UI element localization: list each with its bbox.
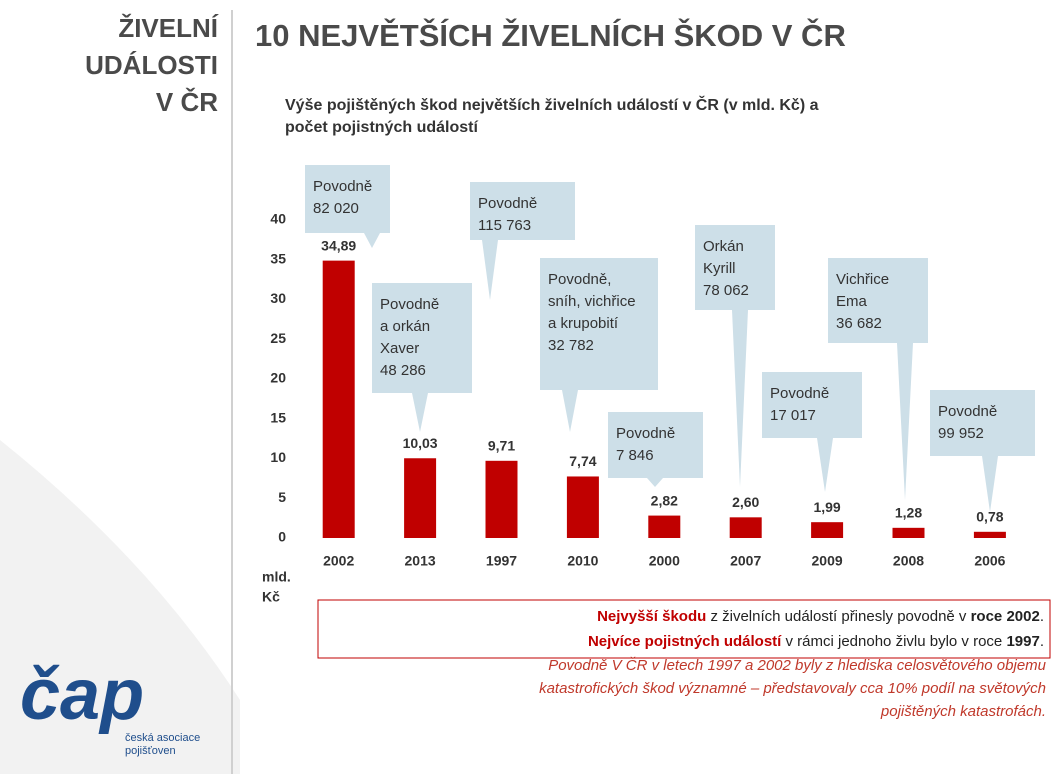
chart-subtitle: Výše pojištěných škod největších živelní… <box>285 95 819 114</box>
x-tick-label: 2008 <box>893 553 924 569</box>
highlight-span: z živelních událostí přinesly povodně v <box>706 608 970 625</box>
bar <box>648 515 681 538</box>
value-label: 2,60 <box>732 494 759 510</box>
x-tick-label: 2010 <box>567 553 598 569</box>
bar <box>566 476 599 538</box>
callout-text: Kyrill <box>703 260 736 277</box>
bar <box>404 458 437 538</box>
y-tick-label: 35 <box>270 250 286 266</box>
callout-text: Vichřice <box>836 271 889 288</box>
highlight-span: . <box>1040 608 1044 625</box>
callout-box <box>372 283 472 432</box>
y-tick-label: 5 <box>278 489 286 505</box>
y-tick-label: 25 <box>270 330 286 346</box>
side-title: V ČR <box>156 87 218 117</box>
logo-mark: čap <box>20 655 144 735</box>
title: 10 NEJVĚTŠÍCH ŽIVELNÍCH ŠKOD V ČR <box>255 17 846 53</box>
callout-box <box>828 258 928 500</box>
callout-text: Orkán <box>703 238 744 255</box>
callout-box <box>305 165 390 248</box>
callout-box <box>695 225 775 487</box>
logo-name: pojišťoven <box>125 745 176 757</box>
callout-text: 36 682 <box>836 315 882 332</box>
callout-text: Xaver <box>380 340 419 357</box>
bar <box>322 260 355 538</box>
highlight-span: v rámci jednoho živlu bylo v roce <box>781 633 1006 650</box>
callout-text: a krupobití <box>548 315 619 332</box>
highlight-text: Nejvyšší škodu z živelních událostí přin… <box>597 608 1044 625</box>
y-axis-label: Kč <box>262 589 280 605</box>
x-tick-label: 2013 <box>405 553 436 569</box>
x-tick-label: 2009 <box>812 553 843 569</box>
value-label: 10,03 <box>403 435 438 451</box>
callout-text: 48 286 <box>380 362 426 379</box>
logo-name: česká asociace <box>125 732 200 744</box>
y-tick-label: 10 <box>270 449 286 465</box>
y-axis-label: mld. <box>262 569 291 585</box>
bar <box>811 522 844 538</box>
callout-text: Povodně <box>938 403 997 420</box>
background-swoosh <box>0 440 240 774</box>
callout-text: 115 763 <box>478 217 531 234</box>
value-label: 7,74 <box>569 453 596 469</box>
highlight-text: Nejvíce pojistných událostí v rámci jedn… <box>588 633 1044 650</box>
side-title: UDÁLOSTI <box>85 50 218 80</box>
x-tick-label: 2000 <box>649 553 680 569</box>
callout-text: sníh, vichřice <box>548 293 636 310</box>
footnote: Povodně V ČR v letech 1997 a 2002 byly z… <box>548 657 1046 674</box>
bar <box>973 531 1006 538</box>
value-label: 9,71 <box>488 438 515 454</box>
y-tick-label: 0 <box>278 529 286 545</box>
chart-subtitle: počet pojistných událostí <box>285 119 478 136</box>
callout-text: 32 782 <box>548 337 594 354</box>
callout-text: 78 062 <box>703 282 749 299</box>
bar <box>892 527 925 538</box>
callout-text: Ema <box>836 293 868 310</box>
y-tick-label: 15 <box>270 409 286 425</box>
bar <box>485 460 518 538</box>
callout-text: Povodně <box>313 178 372 195</box>
value-label: 1,99 <box>813 499 840 515</box>
callout-box <box>930 390 1035 512</box>
value-label: 0,78 <box>976 509 1003 525</box>
callout-box <box>470 182 575 300</box>
callout-box <box>540 258 658 432</box>
x-tick-label: 2007 <box>730 553 761 569</box>
callout-text: Povodně <box>616 425 675 442</box>
callout-box <box>762 372 862 492</box>
highlight-span: 1997 <box>1006 633 1039 650</box>
x-tick-label: 2006 <box>974 553 1005 569</box>
callout-text: 7 846 <box>616 447 654 464</box>
callout-text: 99 952 <box>938 425 984 442</box>
callout-text: Povodně <box>380 296 439 313</box>
y-tick-label: 30 <box>270 290 286 306</box>
value-label: 34,89 <box>321 237 356 253</box>
callout-text: a orkán <box>380 318 430 335</box>
bar <box>729 517 762 538</box>
highlight-span: Nejvyšší škodu <box>597 608 706 625</box>
footnote: katastrofických škod významné – představ… <box>539 680 1046 697</box>
x-tick-label: 2002 <box>323 553 354 569</box>
y-tick-label: 20 <box>270 370 286 386</box>
callout-text: Povodně, <box>548 271 611 288</box>
value-label: 2,82 <box>651 492 678 508</box>
highlight-span: Nejvíce pojistných událostí <box>588 633 782 650</box>
highlight-box <box>317 599 1051 659</box>
callout-text: Povodně <box>478 195 537 212</box>
callout-text: 82 020 <box>313 200 359 217</box>
highlight-span: . <box>1040 633 1044 650</box>
highlight-span: roce 2002 <box>971 608 1040 625</box>
y-tick-label: 40 <box>270 211 286 227</box>
x-tick-label: 1997 <box>486 553 517 569</box>
callout-box <box>608 412 703 487</box>
footnote: pojištěných katastrofách. <box>880 703 1046 720</box>
callout-text: Povodně <box>770 385 829 402</box>
side-title: ŽIVELNÍ <box>118 13 218 43</box>
value-label: 1,28 <box>895 505 922 521</box>
callout-text: 17 017 <box>770 407 816 424</box>
